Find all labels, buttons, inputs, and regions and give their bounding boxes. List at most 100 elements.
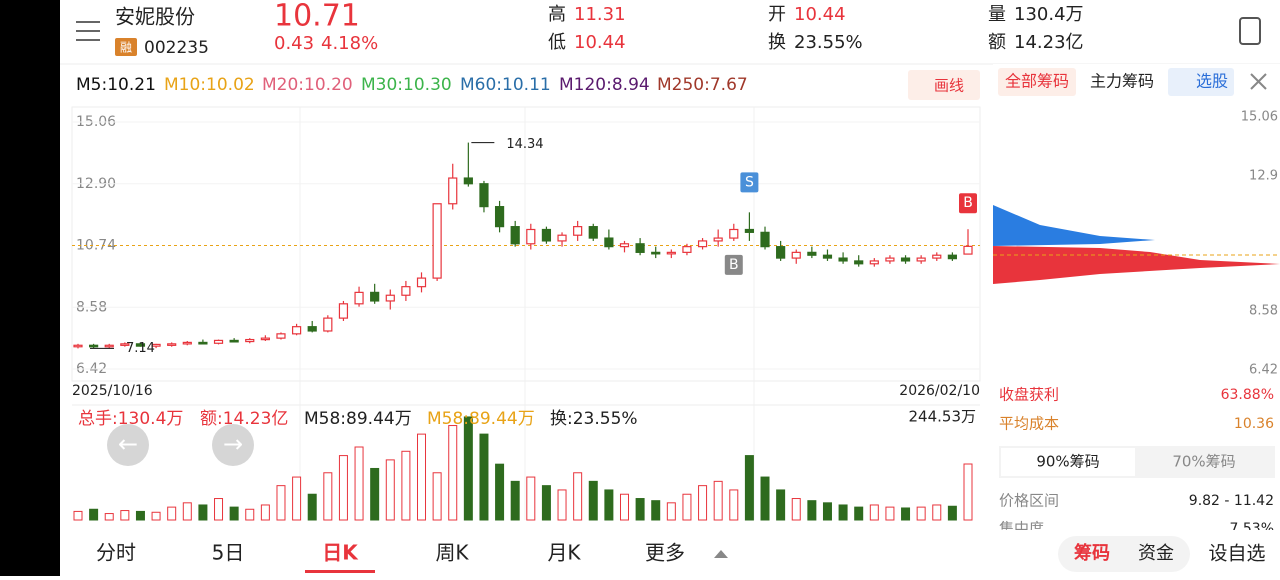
volume-bar xyxy=(635,498,645,521)
volume-legend: 总手:130.4万 xyxy=(78,409,183,429)
volume-bar xyxy=(885,506,895,521)
trade-marker xyxy=(959,193,977,214)
volume-bar xyxy=(135,510,145,521)
prev-arrow: ← xyxy=(118,430,138,458)
layout-icon[interactable] xyxy=(1239,17,1261,45)
volume-bar xyxy=(526,476,536,521)
pill-tab[interactable]: 资金 xyxy=(1138,543,1174,564)
volume-bar xyxy=(760,476,770,521)
volume-bar xyxy=(354,446,364,521)
candle-body xyxy=(416,277,427,288)
candle-body xyxy=(276,333,286,339)
candle-body xyxy=(104,344,114,348)
candle-body xyxy=(729,228,739,239)
annotation: 14.34 xyxy=(506,137,543,152)
volume-bar xyxy=(791,498,801,521)
active-underline xyxy=(305,570,375,573)
volume-bar xyxy=(401,450,411,521)
volume-bar xyxy=(869,504,879,521)
volume-bar xyxy=(744,455,754,521)
ma-legend: M20:10.20 xyxy=(262,75,353,95)
trade-marker-label: B xyxy=(729,257,739,273)
row-value: 63.88% xyxy=(1221,387,1274,403)
bottom-tab[interactable]: 5日 xyxy=(212,541,245,565)
candle-body xyxy=(854,260,864,265)
volume-bar xyxy=(151,511,161,521)
candle-body xyxy=(73,344,83,348)
candle-body xyxy=(182,341,192,345)
stat-value: 130.4万 xyxy=(1014,4,1084,25)
stat-value: 11.31 xyxy=(574,4,626,25)
pill xyxy=(1058,536,1190,572)
stat-label: 额 xyxy=(988,32,1006,53)
candle-body xyxy=(604,237,614,248)
range-value: 9.82 - 11.42 xyxy=(1189,493,1274,509)
chip-tick: 8.58 xyxy=(1249,304,1278,319)
volume-bar xyxy=(214,498,224,521)
prev-button[interactable] xyxy=(107,424,149,466)
trade-marker-label: B xyxy=(963,195,973,211)
candle-body xyxy=(760,231,770,248)
candle-body xyxy=(463,177,473,185)
candle-body xyxy=(916,257,926,262)
volume-bar xyxy=(89,508,99,521)
bottom-tab[interactable]: 月K xyxy=(547,541,581,565)
tab-active[interactable] xyxy=(998,68,1076,96)
bottom-tab[interactable]: 分时 xyxy=(96,541,136,565)
volume-bar xyxy=(682,493,692,521)
candle-body xyxy=(791,251,801,259)
tab[interactable]: 选股 xyxy=(1196,72,1228,91)
pick-button[interactable] xyxy=(1168,68,1234,96)
draw-button[interactable] xyxy=(908,70,980,100)
volume-bar xyxy=(448,425,458,521)
start-date: 2025/10/16 xyxy=(72,383,153,399)
candle-body xyxy=(448,177,458,205)
volume-bar xyxy=(307,493,317,521)
volume-bar xyxy=(854,506,864,521)
bottom-tab[interactable]: 周K xyxy=(435,541,469,565)
stat-label: 开 xyxy=(768,4,786,25)
bottom-tab[interactable]: 日K xyxy=(322,541,359,565)
chart-frame xyxy=(71,106,981,382)
row-label: 收盘获利 xyxy=(999,386,1059,404)
volume-bar xyxy=(916,506,926,521)
candle-body xyxy=(198,341,208,345)
candle-body xyxy=(744,228,755,233)
volume-bar xyxy=(838,504,848,521)
vol-max: 244.53万 xyxy=(909,408,977,426)
volume-bar xyxy=(463,416,473,521)
candle-body xyxy=(963,245,973,255)
volume-legend: M58:89.44万 xyxy=(427,409,535,429)
tag-box xyxy=(115,38,137,56)
volume-bar xyxy=(292,476,302,521)
bottom-tab[interactable]: 更多 xyxy=(645,541,685,565)
trade-marker xyxy=(724,254,743,275)
candle-body xyxy=(666,251,676,255)
subtab[interactable]: 70%筹码 xyxy=(1172,453,1235,471)
subtab[interactable]: 90%筹码 xyxy=(1036,453,1099,471)
stat-label: 低 xyxy=(548,32,566,53)
volume-bar xyxy=(323,472,333,521)
next-arrow: → xyxy=(223,430,243,458)
volume-bar xyxy=(417,433,427,521)
candle-body xyxy=(682,246,692,253)
subtab-active[interactable] xyxy=(1001,448,1135,476)
pill-tab[interactable]: 筹码 xyxy=(1074,542,1110,564)
volume-legend: 额:14.23亿 xyxy=(200,409,288,429)
tab[interactable]: 主力筹码 xyxy=(1090,72,1154,91)
candle-body xyxy=(510,226,520,245)
candle-body xyxy=(401,286,411,296)
volume-bar xyxy=(947,505,957,521)
stat-label: 量 xyxy=(988,4,1006,25)
close-icon[interactable] xyxy=(1250,73,1267,90)
tab[interactable]: 全部筹码 xyxy=(1005,72,1069,91)
chip-tick: 12.9 xyxy=(1249,169,1278,184)
next-button[interactable] xyxy=(212,424,254,466)
candle-body xyxy=(370,291,380,302)
candle-body xyxy=(291,326,302,335)
menu-icon[interactable] xyxy=(76,21,100,41)
add-watch[interactable]: 设自选 xyxy=(1208,543,1265,565)
volume-bar xyxy=(729,489,739,521)
candle-body xyxy=(573,226,583,236)
candle-body xyxy=(869,260,879,265)
